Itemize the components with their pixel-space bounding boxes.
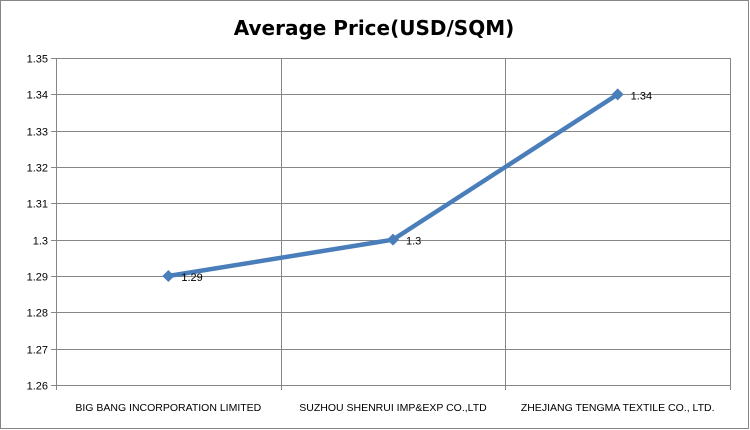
y-tick-label: 1.28 xyxy=(27,308,48,320)
data-label: 1.3 xyxy=(406,236,421,248)
y-tick-label: 1.31 xyxy=(27,199,48,211)
x-category-label: SUZHOU SHENRUI IMP&EXP CO.,LTD xyxy=(299,402,487,414)
y-tick-label: 1.3 xyxy=(33,236,48,248)
y-tick-label: 1.27 xyxy=(27,345,48,357)
data-point-marker xyxy=(387,233,399,246)
y-tick-label: 1.33 xyxy=(27,127,48,139)
y-tick-label: 1.26 xyxy=(27,381,48,393)
y-axis-ticks: 1.26 1.27 1.28 1.29 1.3 1.31 1.32 1.33 1.34 1.35 xyxy=(27,54,48,393)
x-category-label: BIG BANG INCORPORATION LIMITED xyxy=(75,402,261,414)
chart-title: Average Price(USD/SQM) xyxy=(234,16,515,40)
y-tick-label: 1.32 xyxy=(27,163,48,175)
series-layer: 1.29 1.3 1.34 xyxy=(162,88,652,284)
data-point-marker xyxy=(162,270,175,282)
x-axis-categories: BIG BANG INCORPORATION LIMITED SUZHOU SHE… xyxy=(75,402,714,414)
data-label: 1.34 xyxy=(631,90,652,102)
grid-layer xyxy=(51,58,731,390)
data-point-marker xyxy=(611,88,624,101)
series-line xyxy=(166,92,620,279)
y-tick-label: 1.34 xyxy=(27,90,48,102)
y-tick-label: 1.35 xyxy=(27,54,48,66)
data-label: 1.29 xyxy=(181,272,202,284)
y-tick-label: 1.29 xyxy=(27,272,48,284)
x-category-label: ZHEJIANG TENGMA TEXTILE CO., LTD. xyxy=(521,402,715,414)
